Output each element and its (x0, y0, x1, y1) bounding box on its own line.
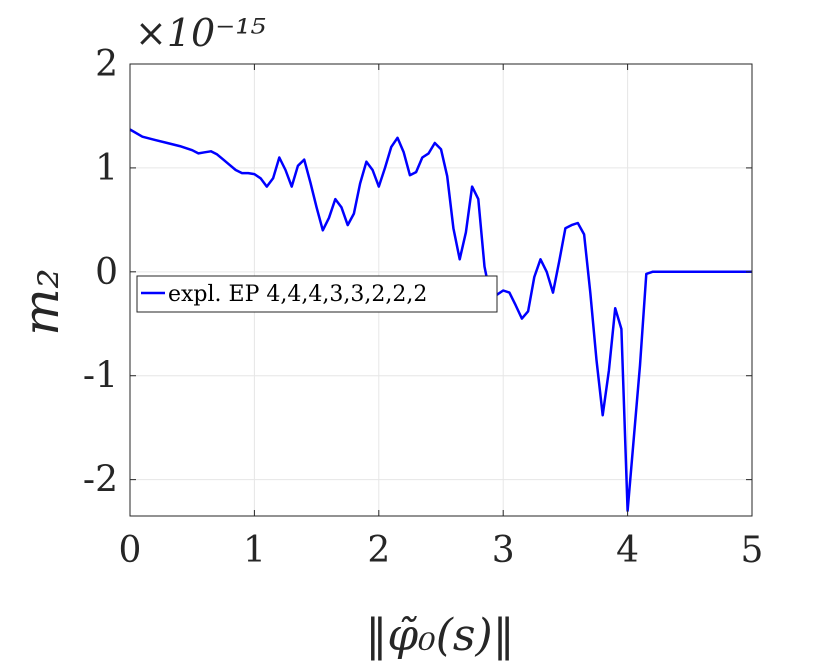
x-tick-label: 2 (367, 530, 390, 571)
plot-frame (129, 63, 753, 517)
x-tick-label: 5 (741, 530, 764, 571)
exponent-label: ×10⁻¹⁵ (135, 11, 266, 55)
x-tick-label: 0 (119, 530, 142, 571)
series-layer (129, 128, 752, 513)
legend: expl. EP 4,4,4,3,3,2,2,2 (136, 275, 498, 313)
y-tick-label: 1 (95, 148, 118, 189)
x-tick-label: 4 (616, 530, 639, 571)
y-tick-label: 2 (95, 44, 118, 85)
legend-box (136, 275, 498, 313)
y-tick-labels: 2 1 0 -1 -2 (83, 44, 118, 501)
series-line (129, 128, 752, 513)
x-axis-label: ‖φ̃₀(s)‖ (365, 610, 514, 661)
y-tick-label: 0 (95, 252, 118, 293)
x-tick-labels: 0 1 2 3 4 5 (119, 530, 764, 571)
y-tick-label: -2 (83, 460, 118, 501)
tick-marks (129, 63, 753, 516)
legend-entry-label: expl. EP 4,4,4,3,3,2,2,2 (168, 282, 427, 307)
x-tick-label: 1 (243, 530, 266, 571)
y-axis-label: m₂ (12, 268, 70, 335)
y-tick-label: -1 (83, 356, 118, 397)
x-tick-label: 3 (492, 530, 515, 571)
